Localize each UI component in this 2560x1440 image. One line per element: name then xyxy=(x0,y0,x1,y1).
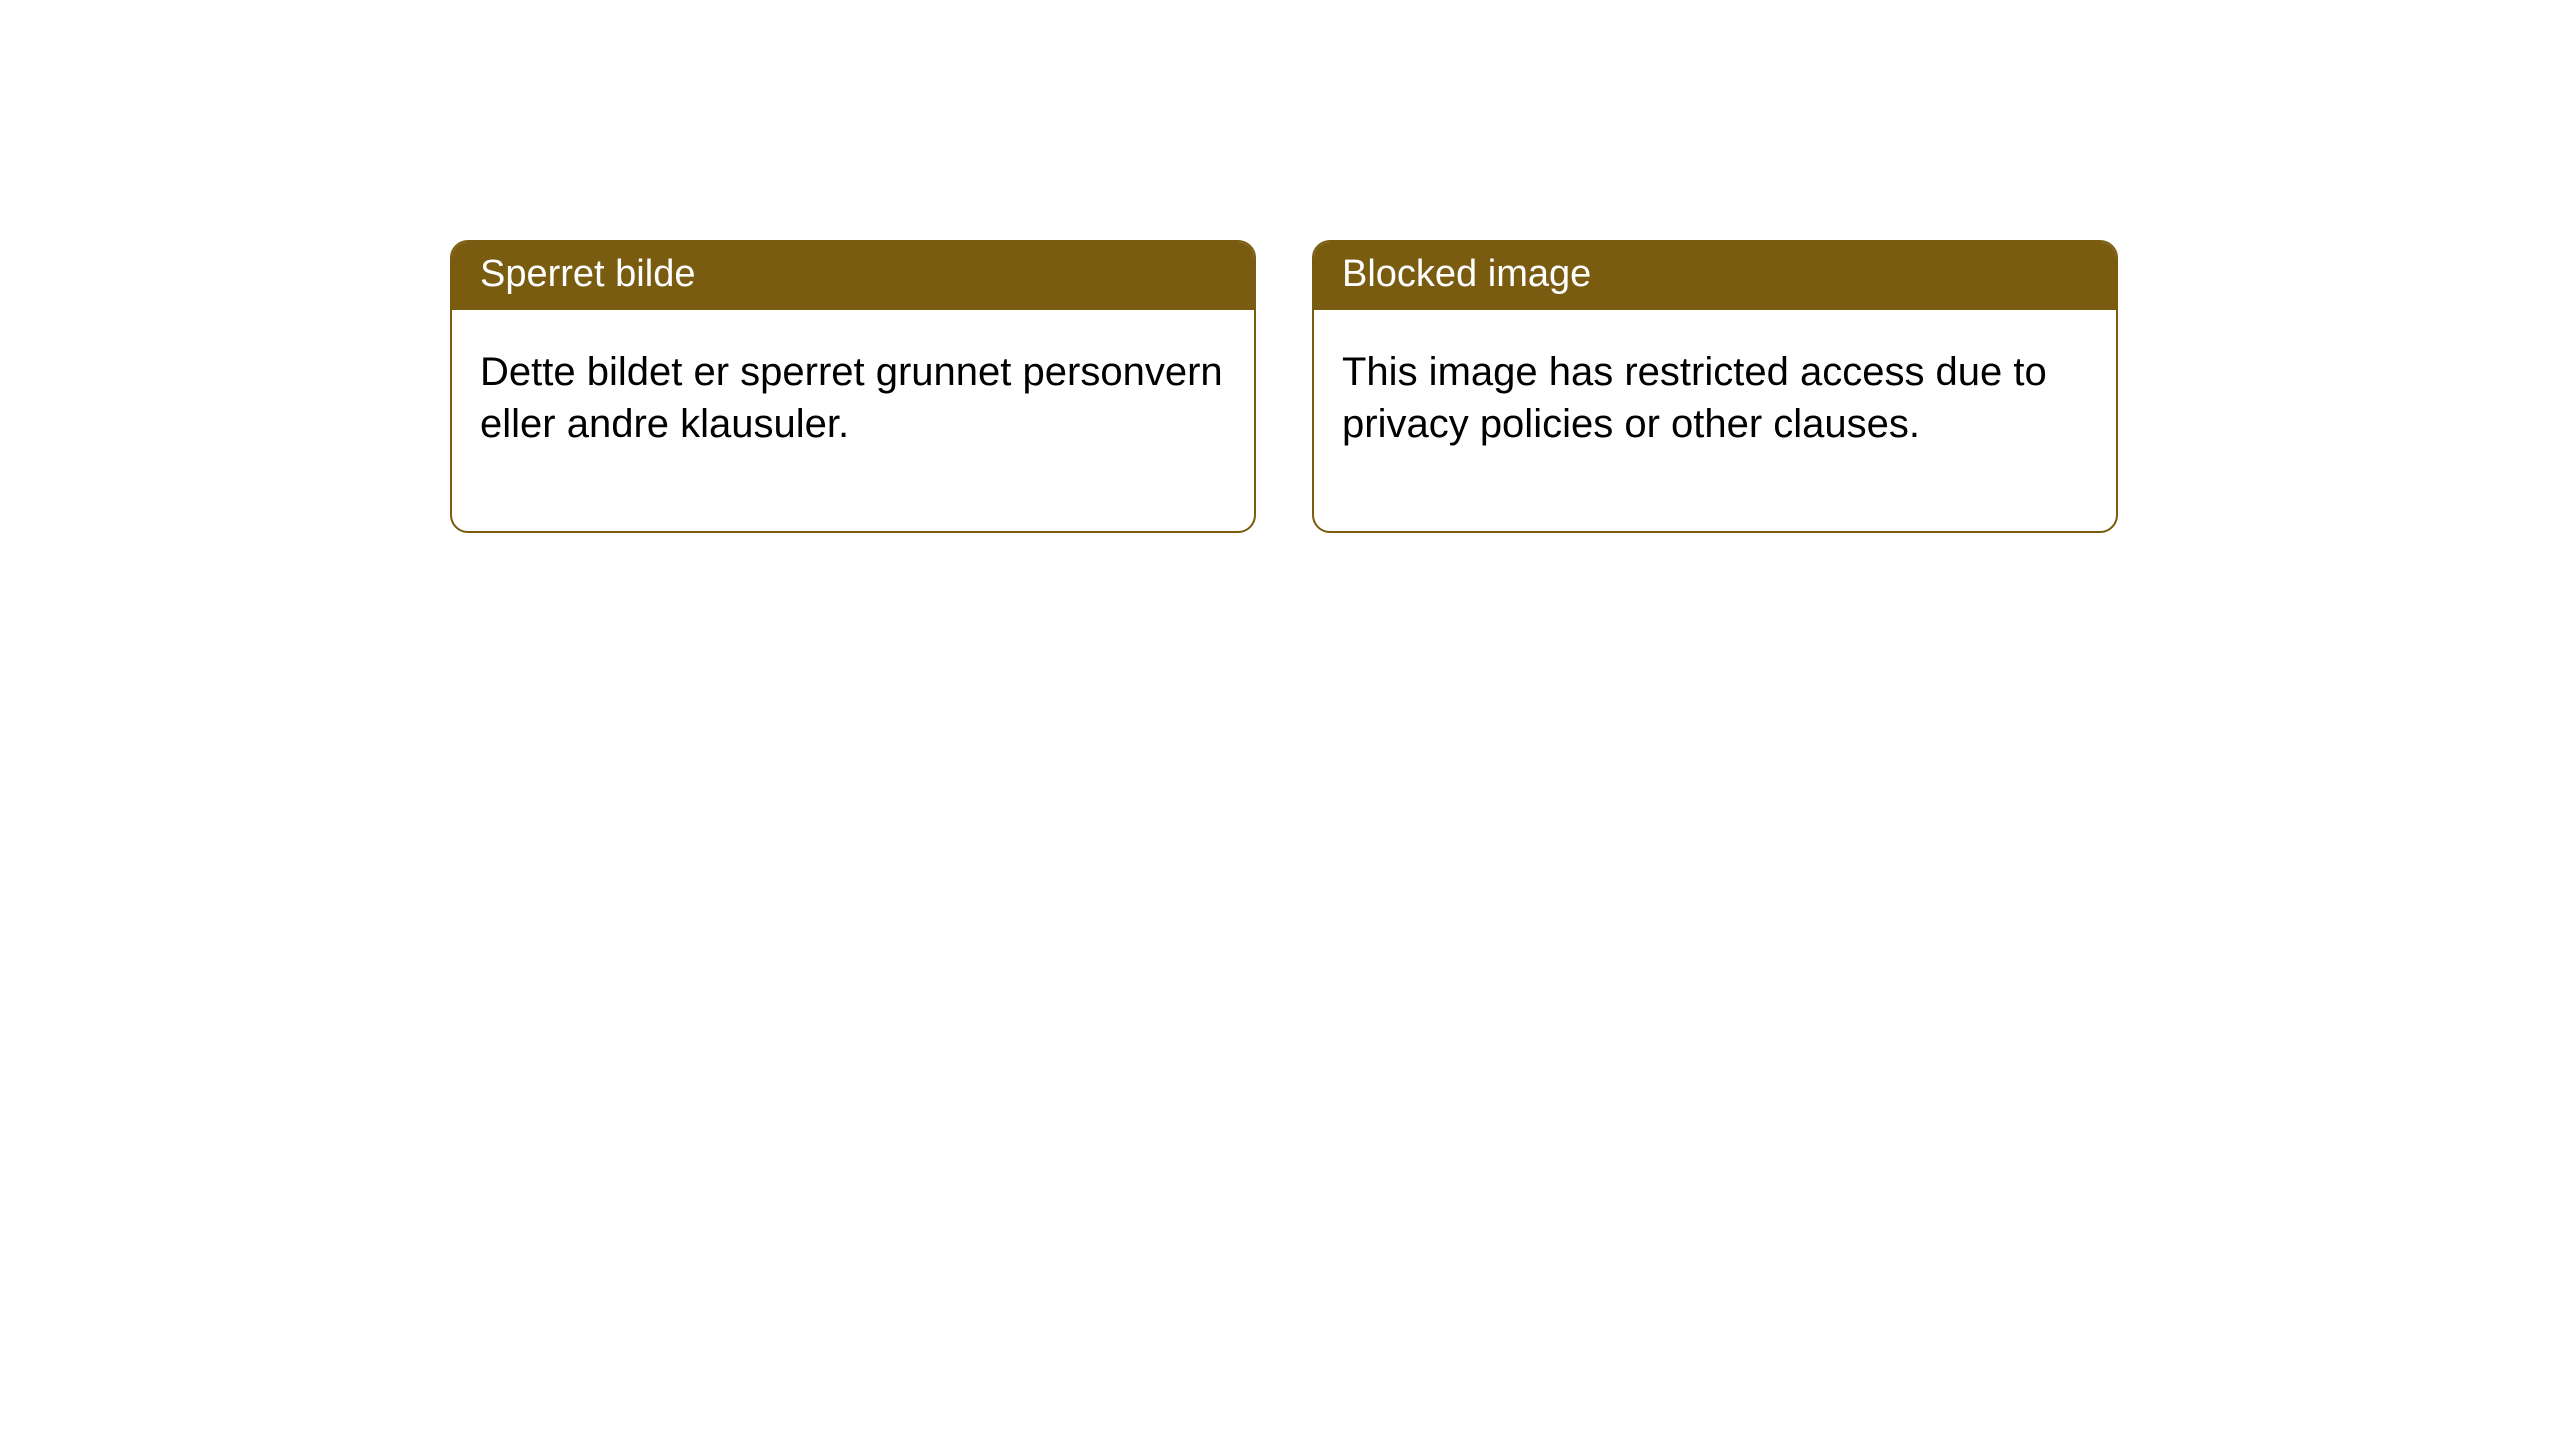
notice-card-english: Blocked image This image has restricted … xyxy=(1312,240,2118,533)
notice-header: Sperret bilde xyxy=(452,242,1254,310)
notice-header: Blocked image xyxy=(1314,242,2116,310)
notice-card-norwegian: Sperret bilde Dette bildet er sperret gr… xyxy=(450,240,1256,533)
notice-cards-container: Sperret bilde Dette bildet er sperret gr… xyxy=(0,0,2560,533)
notice-body-text: This image has restricted access due to … xyxy=(1314,310,2116,532)
notice-body-text: Dette bildet er sperret grunnet personve… xyxy=(452,310,1254,532)
